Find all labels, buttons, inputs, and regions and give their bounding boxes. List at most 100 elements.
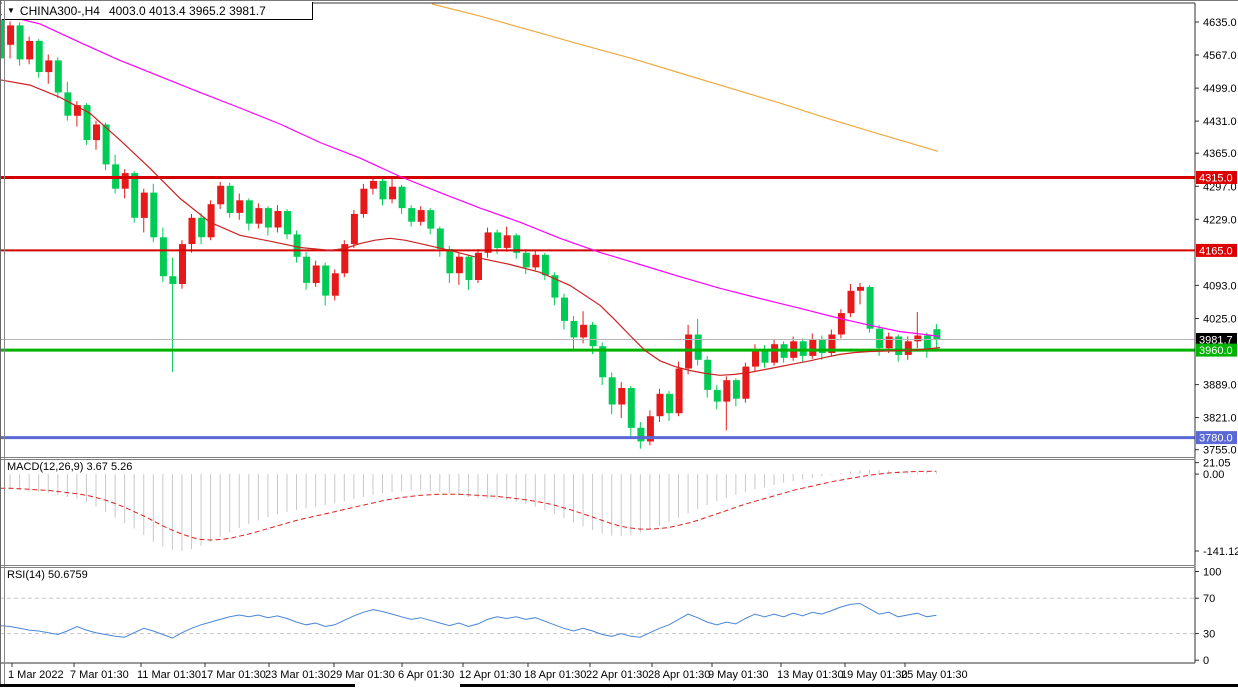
price-tick-label: 4297.0 xyxy=(1203,181,1237,193)
candle-body xyxy=(179,244,186,284)
candle-body xyxy=(666,393,673,414)
price-tick-label: 4025.0 xyxy=(1203,314,1237,326)
candle-body xyxy=(312,265,320,283)
time-tick-label: 18 Apr 01:30 xyxy=(524,669,586,681)
price-scale[interactable]: 4635.0 4567.0 4499.0 4431.0 4365.0 4297.0 4229… xyxy=(1195,17,1237,457)
time-tick-label: 22 Apr 01:30 xyxy=(586,669,648,681)
candle-body xyxy=(809,339,817,356)
candle-body xyxy=(169,276,177,284)
time-tick-label: 29 Mar 01:30 xyxy=(330,669,395,681)
price-tick-label: 4093.0 xyxy=(1203,280,1237,292)
price-badge-label: 3780.0 xyxy=(1199,433,1233,445)
candle-body xyxy=(83,105,91,141)
macd-tick-label: 21.05 xyxy=(1203,458,1231,470)
candle-body xyxy=(35,40,43,72)
candle-body xyxy=(455,256,463,274)
candle-body xyxy=(207,204,215,238)
price-tick-label: 4431.0 xyxy=(1203,116,1237,128)
candle-body xyxy=(561,297,568,321)
price-badge-4165.0 xyxy=(1196,243,1237,257)
candle-body xyxy=(217,185,225,205)
time-scale[interactable]: 1 Mar 2022 7 Mar 01:30 11 Mar 01:30 17 Mar … xyxy=(8,663,968,681)
price-tick-label: 4499.0 xyxy=(1203,83,1237,95)
candle-body xyxy=(904,341,912,355)
price-tick-label: 4635.0 xyxy=(1203,17,1237,29)
price-badge-label: 4165.0 xyxy=(1199,245,1233,257)
window-bottom-border xyxy=(0,684,1238,687)
candle-body xyxy=(570,320,578,338)
candle-body xyxy=(293,234,301,257)
time-tick-label: 1 Mar 2022 xyxy=(8,669,64,681)
candle-body xyxy=(140,192,148,218)
price-pane-candles[interactable] xyxy=(0,15,941,449)
candle-body xyxy=(885,336,893,349)
candle-body xyxy=(436,228,444,249)
candle-body xyxy=(541,254,549,276)
candle-body xyxy=(704,359,712,390)
price-badge-3960.0 xyxy=(1196,343,1237,357)
price-ma-overlays xyxy=(0,3,941,376)
candle-body xyxy=(732,380,740,399)
candle-body xyxy=(245,200,253,224)
symbol-title-box[interactable]: ▼ CHINA300-,H4 4003.0 4013.4 3965.2 3981… xyxy=(2,2,313,20)
candle-body xyxy=(54,60,62,93)
candle-body xyxy=(131,173,139,218)
candle-body xyxy=(16,25,24,60)
candle-body xyxy=(73,105,81,116)
candle-body xyxy=(7,25,15,45)
ma-slow-magenta-line xyxy=(0,13,941,338)
macd-indicator-label: MACD(12,26,9) 3.67 5.26 xyxy=(7,461,132,473)
time-tick-label: 28 Apr 01:30 xyxy=(648,669,710,681)
indicator-scales[interactable]: 21.050.00 -141.12 100 70 30 0 xyxy=(1195,458,1238,668)
candle-body xyxy=(198,217,206,238)
candle-body xyxy=(379,180,387,200)
candle-body xyxy=(580,324,588,338)
price-tick-label: 4365.0 xyxy=(1203,148,1237,160)
window-bottom-border-gap xyxy=(355,684,460,687)
candle-body xyxy=(226,185,234,213)
candle-body xyxy=(93,124,100,141)
price-badge-label: 3981.7 xyxy=(1199,335,1233,347)
pane-frames xyxy=(0,2,1196,664)
candle-body xyxy=(837,313,845,335)
candle-body xyxy=(475,252,482,280)
price-horizontal-lines[interactable] xyxy=(0,176,1195,440)
time-tick-label: 7 Mar 01:30 xyxy=(70,669,129,681)
symbol-dropdown-icon[interactable]: ▼ xyxy=(7,5,15,15)
time-tick-label: 9 May 01:30 xyxy=(708,669,769,681)
price-tick-label: 4229.0 xyxy=(1203,214,1237,226)
rsi-indicator-label: RSI(14) 50.6759 xyxy=(7,569,88,581)
candle-body xyxy=(828,334,836,353)
price-badge-3780.0 xyxy=(1196,431,1237,445)
rsi-line xyxy=(0,602,937,639)
candle-body xyxy=(284,211,291,235)
time-tick-label: 11 Mar 01:30 xyxy=(137,669,201,681)
macd-signal-line xyxy=(0,470,937,541)
candle-body xyxy=(694,334,702,360)
candle-body xyxy=(723,380,731,402)
candle-body xyxy=(417,210,425,222)
symbol-label: CHINA300-,H4 xyxy=(19,3,100,18)
candle-body xyxy=(608,377,616,405)
candle-body xyxy=(646,416,654,442)
candle-body xyxy=(847,290,855,314)
price-tick-label: 3755.0 xyxy=(1203,445,1237,457)
candle-body xyxy=(637,427,645,442)
macd-pane[interactable] xyxy=(0,469,937,551)
candle-body xyxy=(446,249,454,274)
candle-body xyxy=(503,235,511,248)
candle-body xyxy=(150,192,158,238)
price-tick-label: 3821.0 xyxy=(1203,413,1237,425)
window-top-border xyxy=(0,0,1238,1)
candle-body xyxy=(522,252,530,268)
candle-body xyxy=(303,256,311,283)
rsi-name: RSI(14) xyxy=(7,569,45,581)
rsi-pane[interactable] xyxy=(0,597,1195,639)
candle-body xyxy=(370,180,377,189)
candle-body xyxy=(188,217,196,244)
candle-body xyxy=(331,273,339,296)
candle-body xyxy=(350,214,358,245)
price-badge-4315.0 xyxy=(1196,171,1237,184)
